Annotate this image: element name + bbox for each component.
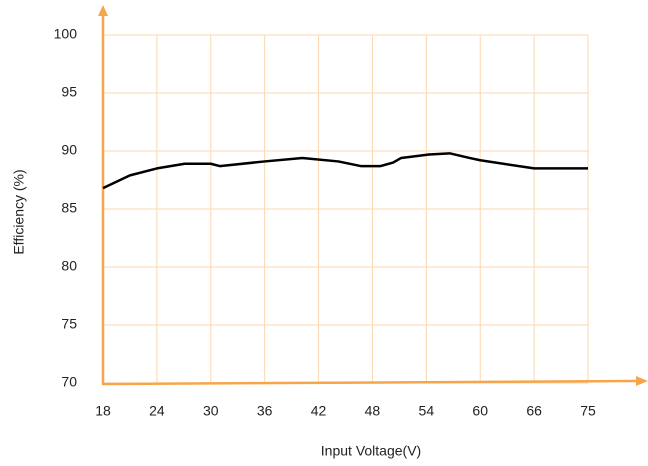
x-tick-label: 42 [311,403,327,419]
x-tick-label: 30 [203,403,219,419]
y-tick-label: 85 [61,200,77,216]
x-tick-label: 66 [526,403,542,419]
y-tick-label: 80 [61,258,77,274]
x-tick-label: 24 [149,403,165,419]
x-axis [101,379,641,386]
x-tick-label: 54 [419,403,435,419]
x-tick-label: 75 [580,403,596,419]
y-tick-label: 100 [54,26,78,42]
x-tick-label: 18 [95,403,111,419]
line-series [102,152,588,190]
y-tick-label: 90 [61,142,77,158]
x-tick-label: 60 [472,403,488,419]
y-axis-arrow [98,5,108,16]
x-tick-label: 48 [365,403,381,419]
x-tick-label: 36 [257,403,273,419]
x-axis-arrow [636,376,648,386]
y-axis-label: Efficiency (%) [11,169,27,254]
y-tick-label: 75 [61,316,77,332]
y-tick-label: 95 [61,84,77,100]
x-axis-label: Input Voltage(V) [321,443,421,459]
y-tick-label: 70 [61,374,77,390]
